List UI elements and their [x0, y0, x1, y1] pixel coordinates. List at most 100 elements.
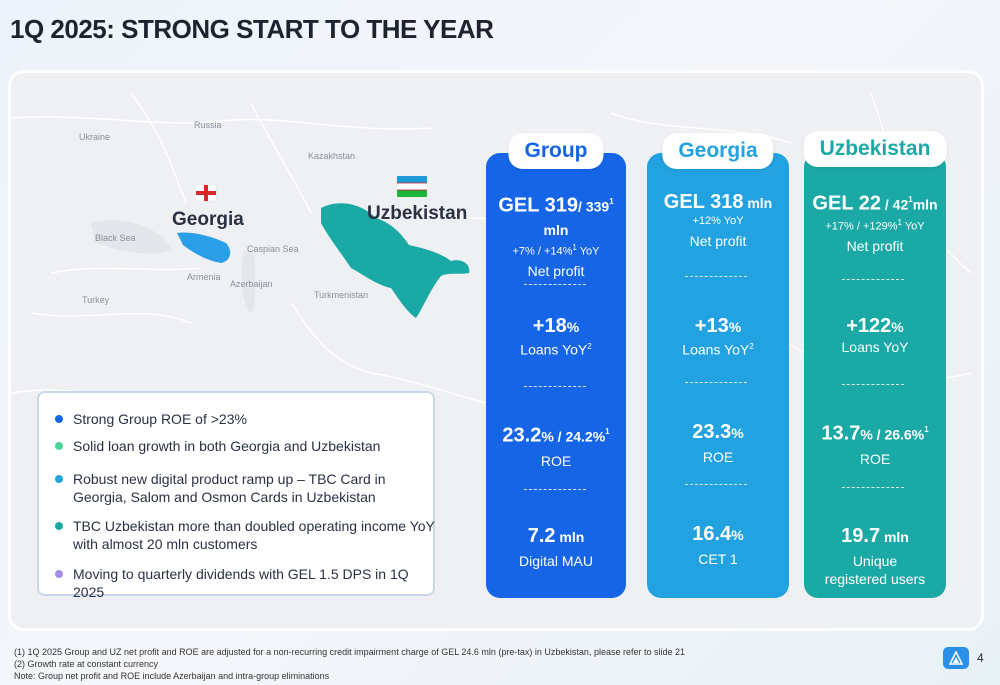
group-digital-mau-value: 7.2	[527, 525, 556, 547]
map-label-armenia: Armenia	[187, 272, 221, 282]
triangle-logo-icon	[948, 650, 964, 665]
footnote-ref: 1	[605, 427, 610, 436]
georgia-column: Georgia GEL 318 mln +12% YoY Net profit …	[647, 133, 789, 598]
unit: %	[731, 425, 744, 441]
highlight-item: Solid loan growth in both Georgia and Uz…	[55, 437, 443, 455]
map-label-ukraine: Ukraine	[79, 132, 111, 142]
group-roe-label: ROE	[540, 452, 572, 469]
footnote-ref: 2	[749, 342, 754, 351]
separator	[524, 284, 586, 285]
georgia-net-profit-growth: +12% YoY	[692, 215, 744, 227]
uzbekistan-roe-adjusted: % / 26.6%	[860, 426, 925, 443]
bullet-dot	[55, 442, 63, 450]
unit: mln	[555, 529, 585, 545]
footnote-ref: 1	[908, 195, 913, 204]
map-label-turkmenistan: Turkmenistan	[314, 290, 369, 300]
unit: mln	[743, 195, 773, 211]
map-label-caspian-sea: Caspian Sea	[247, 244, 299, 254]
separator	[842, 487, 904, 488]
uzbekistan-shape	[321, 203, 470, 318]
uzbekistan-roe: 13.7% / 26.6%1 ROE	[804, 419, 946, 468]
map-label-black-sea: Black Sea	[95, 233, 136, 243]
separator	[524, 386, 586, 387]
group-digital-mau: 7.2 mln Digital MAU	[486, 525, 626, 570]
map-label-kazakhstan: Kazakhstan	[308, 151, 356, 161]
bullet-dot	[55, 570, 63, 578]
georgia-net-profit-value: GEL 318	[663, 191, 744, 213]
georgia-loans: +13% Loans YoY2	[647, 315, 789, 359]
uzbekistan-roe-label: ROE	[859, 450, 891, 467]
bullet-dot	[55, 522, 63, 530]
georgia-cet1-value: 16.4	[692, 523, 732, 545]
georgia-loans-value: +13	[694, 315, 729, 337]
group-net-profit-adjusted: / 339	[578, 198, 610, 215]
map-label-russia: Russia	[194, 120, 222, 130]
group-loans-label: Loans YoY	[520, 341, 588, 358]
group-column: Group GEL 319/ 3391 mln +7% / +14%1 YoY …	[486, 133, 626, 598]
unit: mln	[912, 196, 938, 213]
footnote-ref: 1	[572, 242, 577, 252]
page-number: 4	[977, 651, 984, 665]
group-header: Group	[508, 133, 604, 169]
georgia-roe-value: 23.3	[692, 421, 732, 443]
highlight-item: Moving to quarterly dividends with GEL 1…	[55, 565, 443, 601]
georgia-cet1-label: CET 1	[698, 551, 738, 567]
uzbekistan-loans-value: +122	[846, 315, 892, 337]
uzbekistan-column: Uzbekistan GEL 22 / 421mln +17% / +129%1…	[803, 131, 947, 598]
separator	[842, 384, 904, 385]
georgia-cet1: 16.4% CET 1	[647, 523, 789, 568]
unit: %	[891, 319, 904, 335]
footnote-ref: 2	[587, 342, 592, 351]
uzbekistan-header: Uzbekistan	[803, 131, 947, 167]
uzbekistan-users: 19.7 mln Unique registered users	[804, 525, 946, 588]
georgia-net-profit-label: Net profit	[689, 233, 747, 249]
footnote-ref: 1	[609, 197, 614, 206]
unit: %	[728, 319, 742, 335]
group-roe: 23.2% / 24.2%1 ROE	[486, 421, 626, 470]
georgia-shape	[177, 232, 231, 263]
highlight-item: TBC Uzbekistan more than doubled operati…	[55, 517, 443, 553]
uzbekistan-loans-label: Loans YoY	[841, 339, 909, 355]
uzbekistan-users-label-line1: Unique	[852, 553, 898, 569]
footnote-ref: 1	[924, 425, 929, 434]
map-country-uzbekistan: Uzbekistan	[367, 203, 468, 224]
uzbekistan-net-profit-adjusted: / 42	[880, 196, 909, 213]
georgia-header: Georgia	[662, 133, 774, 169]
group-net-profit: GEL 319/ 3391 mln +7% / +14%1 YoY Net pr…	[486, 191, 626, 280]
separator	[842, 279, 904, 280]
footnote-1: (1) 1Q 2025 Group and UZ net profit and …	[14, 647, 685, 657]
uzbekistan-users-value: 19.7	[841, 525, 881, 547]
map-label-azerbaijan: Azerbaijan	[230, 279, 273, 289]
highlight-item: Strong Group ROE of >23%	[55, 410, 443, 428]
yoy-label: YoY	[576, 245, 600, 258]
unit: mln	[543, 221, 569, 238]
uzbekistan-net-profit-value: GEL 22	[812, 192, 881, 215]
unit: mln	[880, 529, 909, 545]
uzbekistan-net-profit-label: Net profit	[846, 238, 904, 255]
uzbekistan-loans: +122% Loans YoY	[804, 315, 946, 356]
logo-icon	[943, 647, 969, 669]
highlight-text: TBC Uzbekistan more than doubled operati…	[73, 518, 435, 552]
group-net-profit-value: GEL 319	[498, 194, 579, 217]
highlights-box: Strong Group ROE of >23% Solid loan grow…	[37, 391, 435, 600]
slide-title: 1Q 2025: STRONG START TO THE YEAR	[10, 14, 494, 44]
highlight-text: Moving to quarterly dividends with GEL 1…	[73, 566, 409, 600]
unit: %	[566, 319, 580, 335]
uzbekistan-users-label-line2: registered users	[824, 571, 926, 587]
group-net-profit-growth: +7% / +14%	[512, 245, 573, 258]
footnote-note: Note: Group net profit and ROE include A…	[14, 671, 330, 681]
unit: %	[731, 527, 744, 543]
group-loans-value: +18	[532, 315, 567, 337]
map-country-georgia: Georgia	[172, 209, 244, 230]
separator	[685, 484, 747, 485]
separator	[524, 489, 586, 490]
uzbekistan-net-profit: GEL 22 / 421mln +17% / +129%1 YoY Net pr…	[804, 189, 946, 255]
separator	[685, 276, 747, 277]
uzbekistan-roe-value: 13.7	[821, 422, 861, 445]
group-digital-mau-label: Digital MAU	[519, 553, 593, 569]
highlight-text: Robust new digital product ramp up – TBC…	[73, 471, 386, 505]
georgia-roe-label: ROE	[702, 449, 734, 465]
georgia-net-profit: GEL 318 mln +12% YoY Net profit	[647, 191, 789, 250]
map-label-turkey: Turkey	[82, 295, 110, 305]
footnote-2: (2) Growth rate at constant currency	[14, 659, 159, 669]
